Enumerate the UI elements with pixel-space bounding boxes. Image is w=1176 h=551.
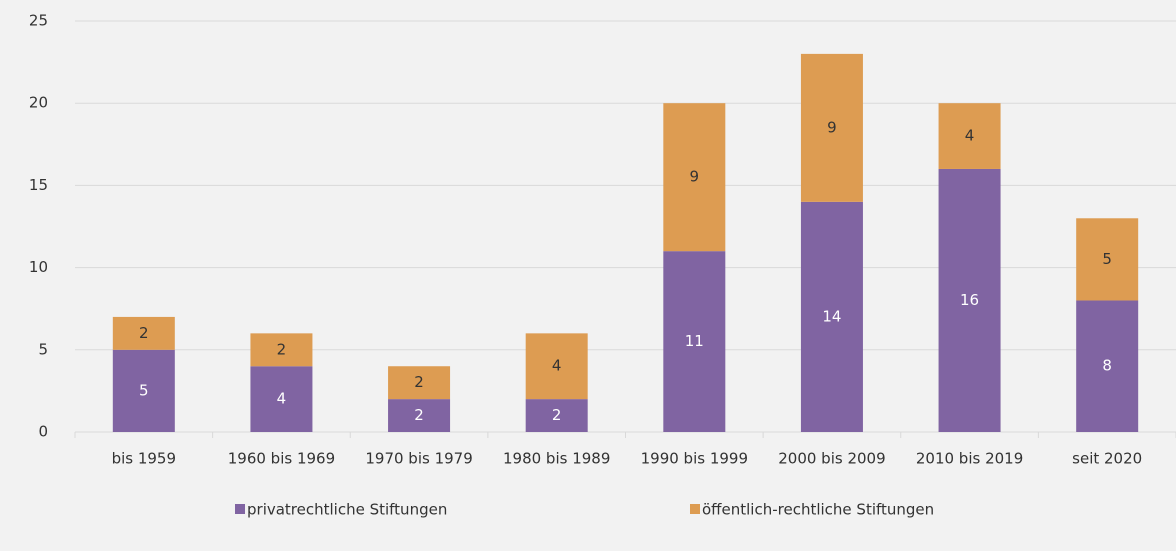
x-tick-label: 2000 bis 2009 bbox=[778, 450, 885, 468]
data-label: 2 bbox=[277, 340, 287, 358]
data-label: 4 bbox=[277, 390, 287, 408]
bar-segment bbox=[388, 366, 451, 400]
data-label: 9 bbox=[827, 118, 837, 136]
y-tick-label: 25 bbox=[29, 12, 48, 30]
x-tick-label: 1980 bis 1989 bbox=[503, 450, 610, 468]
data-label: 16 bbox=[960, 291, 979, 309]
legend-swatch bbox=[235, 504, 245, 514]
data-label: 5 bbox=[139, 381, 149, 399]
x-tick-label: 2010 bis 2019 bbox=[916, 450, 1023, 468]
y-tick-label: 15 bbox=[29, 176, 48, 194]
data-label: 8 bbox=[1102, 357, 1112, 375]
data-label: 2 bbox=[139, 324, 149, 342]
data-label: 2 bbox=[552, 406, 562, 424]
y-tick-label: 5 bbox=[38, 340, 48, 358]
legend-swatch bbox=[690, 504, 700, 514]
data-label: 2 bbox=[414, 406, 424, 424]
y-tick-label: 10 bbox=[29, 258, 48, 276]
bar-segment bbox=[938, 168, 1001, 432]
y-tick-label: 20 bbox=[29, 94, 48, 112]
bar-segment bbox=[800, 53, 863, 202]
bar-segment bbox=[250, 333, 313, 367]
x-tick-label: 1990 bis 1999 bbox=[641, 450, 748, 468]
bar-segment bbox=[112, 316, 175, 350]
x-tick-label: 1970 bis 1979 bbox=[365, 450, 472, 468]
x-tick-label: 1960 bis 1969 bbox=[228, 450, 335, 468]
bar-segment bbox=[1076, 218, 1139, 301]
bar-segment bbox=[800, 201, 863, 432]
bar-segment bbox=[663, 103, 726, 252]
bar-segment bbox=[938, 103, 1001, 169]
x-tick-label: bis 1959 bbox=[112, 450, 176, 468]
data-label: 4 bbox=[552, 357, 562, 375]
y-tick-label: 0 bbox=[38, 423, 48, 441]
bar-segment bbox=[112, 349, 175, 432]
bar-segment bbox=[388, 399, 451, 432]
data-label: 4 bbox=[965, 127, 975, 145]
data-label: 11 bbox=[685, 332, 704, 350]
data-label: 9 bbox=[690, 168, 700, 186]
bar-segment bbox=[525, 399, 588, 432]
x-tick-label: seit 2020 bbox=[1072, 450, 1142, 468]
legend-label: privatrechtliche Stiftungen bbox=[247, 501, 447, 519]
bar-segment bbox=[250, 366, 313, 432]
bar-segment bbox=[525, 333, 588, 400]
data-label: 14 bbox=[822, 307, 841, 325]
bar-segment bbox=[1076, 300, 1139, 432]
legend-label: öffentlich-rechtliche Stiftungen bbox=[702, 501, 934, 519]
data-label: 5 bbox=[1102, 250, 1112, 268]
bar-segment bbox=[663, 251, 726, 432]
data-label: 2 bbox=[414, 373, 424, 391]
